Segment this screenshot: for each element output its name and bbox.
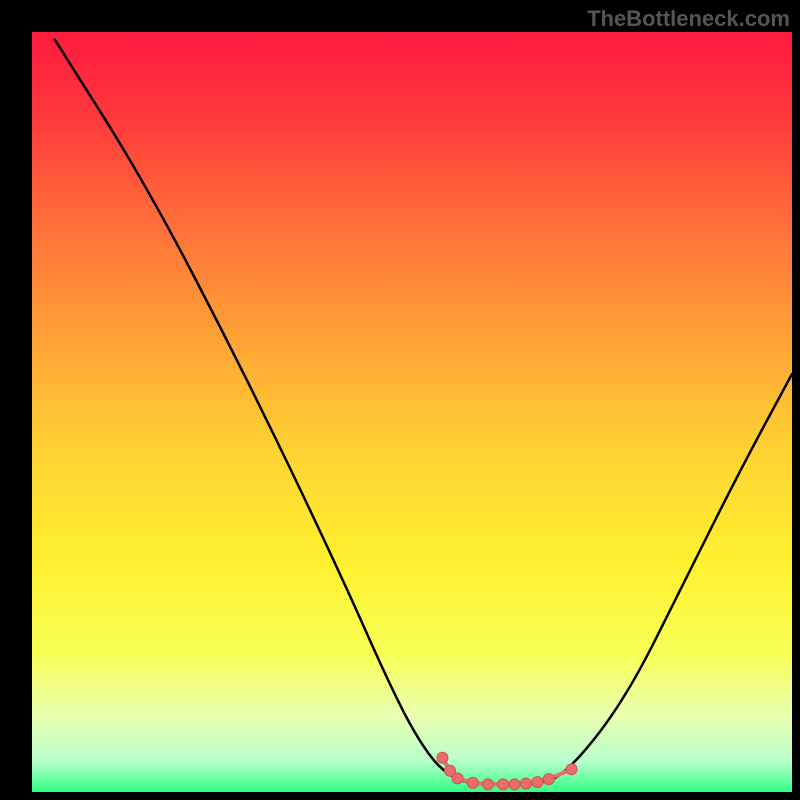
marker-dot xyxy=(566,764,577,775)
marker-dot xyxy=(532,777,543,788)
marker-dot xyxy=(467,777,478,788)
marker-dot xyxy=(543,774,554,785)
marker-dot xyxy=(509,779,520,790)
marker-dot xyxy=(437,752,448,763)
bottleneck-curve-chart xyxy=(0,0,800,800)
marker-dot xyxy=(452,773,463,784)
marker-dot xyxy=(498,779,509,790)
chart-container xyxy=(0,0,800,800)
marker-dot xyxy=(521,778,532,789)
gradient-background xyxy=(32,32,792,792)
marker-dot xyxy=(483,779,494,790)
